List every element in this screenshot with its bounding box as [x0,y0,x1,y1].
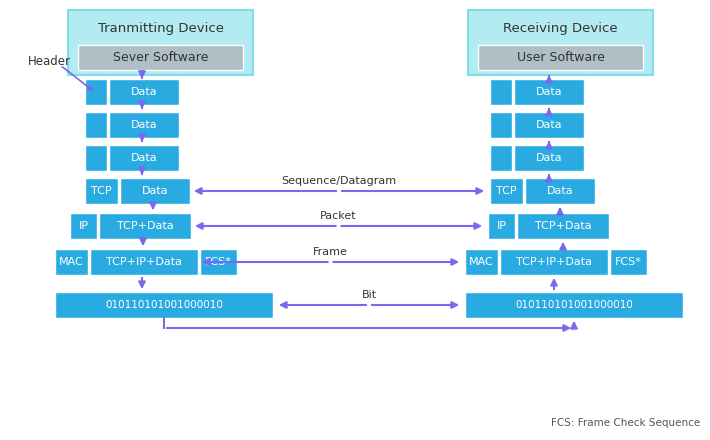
Text: Data: Data [131,153,158,163]
FancyBboxPatch shape [490,112,512,138]
Text: TCP: TCP [91,186,111,196]
Text: FCS*: FCS* [205,257,232,267]
FancyBboxPatch shape [514,145,584,171]
FancyBboxPatch shape [99,213,191,239]
FancyBboxPatch shape [109,79,179,105]
FancyBboxPatch shape [85,178,118,204]
Text: Data: Data [547,186,573,196]
FancyBboxPatch shape [488,213,515,239]
Text: Data: Data [535,120,562,130]
FancyBboxPatch shape [465,249,498,275]
Text: 010110101001000010: 010110101001000010 [515,300,633,310]
Text: TCP: TCP [496,186,517,196]
FancyBboxPatch shape [55,249,88,275]
Text: TCP+IP+Data: TCP+IP+Data [516,257,592,267]
FancyBboxPatch shape [514,79,584,105]
Text: TCP+Data: TCP+Data [535,221,591,231]
Text: Data: Data [131,87,158,97]
Text: Frame: Frame [313,247,348,257]
FancyBboxPatch shape [525,178,595,204]
Text: Data: Data [131,120,158,130]
Text: Header: Header [28,55,71,67]
FancyBboxPatch shape [90,249,198,275]
Text: TCP+IP+Data: TCP+IP+Data [106,257,182,267]
FancyBboxPatch shape [55,292,273,318]
Text: Data: Data [142,186,168,196]
FancyBboxPatch shape [490,178,523,204]
FancyBboxPatch shape [490,79,512,105]
Text: Receiving Device: Receiving Device [503,22,618,34]
FancyBboxPatch shape [85,112,107,138]
Text: Bit: Bit [361,290,376,300]
FancyBboxPatch shape [610,249,647,275]
Text: TCP+Data: TCP+Data [116,221,173,231]
FancyBboxPatch shape [68,10,253,75]
Text: User Software: User Software [517,51,604,64]
Text: Tranmitting Device: Tranmitting Device [97,22,224,34]
Text: Sever Software: Sever Software [113,51,208,64]
Text: Data: Data [535,87,562,97]
FancyBboxPatch shape [78,45,243,70]
FancyBboxPatch shape [517,213,609,239]
FancyBboxPatch shape [468,10,653,75]
Text: FCS: Frame Check Sequence: FCS: Frame Check Sequence [551,418,700,428]
FancyBboxPatch shape [85,145,107,171]
FancyBboxPatch shape [109,112,179,138]
FancyBboxPatch shape [200,249,237,275]
FancyBboxPatch shape [70,213,97,239]
Text: Sequence/Datagram: Sequence/Datagram [281,176,397,186]
FancyBboxPatch shape [490,145,512,171]
Text: MAC: MAC [59,257,84,267]
FancyBboxPatch shape [465,292,683,318]
Text: FCS*: FCS* [615,257,642,267]
Text: IP: IP [79,221,89,231]
FancyBboxPatch shape [85,79,107,105]
Text: Packet: Packet [320,211,357,221]
FancyBboxPatch shape [500,249,608,275]
Text: Data: Data [535,153,562,163]
Text: MAC: MAC [469,257,494,267]
FancyBboxPatch shape [478,45,643,70]
Text: IP: IP [496,221,506,231]
Text: 010110101001000010: 010110101001000010 [105,300,223,310]
FancyBboxPatch shape [514,112,584,138]
FancyBboxPatch shape [109,145,179,171]
FancyBboxPatch shape [120,178,190,204]
